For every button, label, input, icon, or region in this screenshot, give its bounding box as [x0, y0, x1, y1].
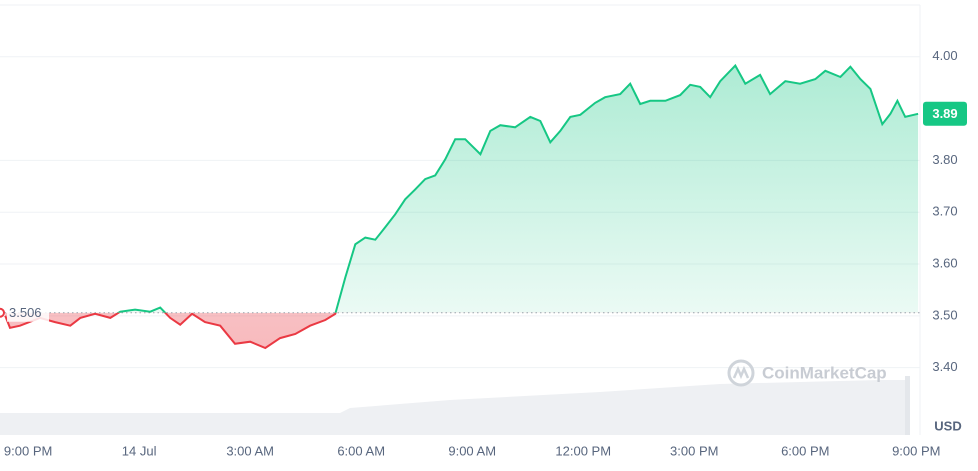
x-tick-label: 9:00 PM: [4, 443, 52, 458]
x-tick-label: 3:00 PM: [670, 443, 718, 458]
volume-bar: [905, 376, 910, 435]
area-up: [118, 65, 919, 313]
y-tick-label: 4.00: [932, 48, 957, 63]
currency-label: USD: [934, 418, 961, 433]
baseline-marker: [0, 307, 5, 318]
y-tick-label: 3.70: [932, 204, 957, 219]
x-tick-label: 9:00 AM: [448, 443, 496, 458]
x-tick-label: 14 Jul: [122, 443, 157, 458]
baseline-label-bg: [7, 303, 49, 322]
volume-area: [0, 380, 905, 435]
plot: 3.506: [0, 63, 920, 350]
y-tick-label: 3.60: [932, 255, 957, 270]
watermark: CoinMarketCap: [727, 359, 887, 387]
price-line-down: [4, 312, 337, 350]
y-tick-label: 3.50: [932, 307, 957, 322]
y-tick-label: 3.80: [932, 152, 957, 167]
x-tick-label: 12:00 PM: [555, 443, 611, 458]
current-price-label: 3.89: [932, 106, 957, 121]
area-down: [5, 312, 919, 348]
watermark-text: CoinMarketCap: [762, 363, 887, 382]
y-tick-label: 3.40: [932, 359, 957, 374]
x-tick-label: 6:00 AM: [337, 443, 385, 458]
current-price-badge: [923, 101, 967, 126]
price-line-up: [116, 63, 919, 313]
baseline-label: 3.506: [9, 305, 42, 320]
x-tick-label: 3:00 AM: [226, 443, 274, 458]
x-tick-label: 9:00 PM: [892, 443, 940, 458]
x-tick-label: 6:00 PM: [781, 443, 829, 458]
